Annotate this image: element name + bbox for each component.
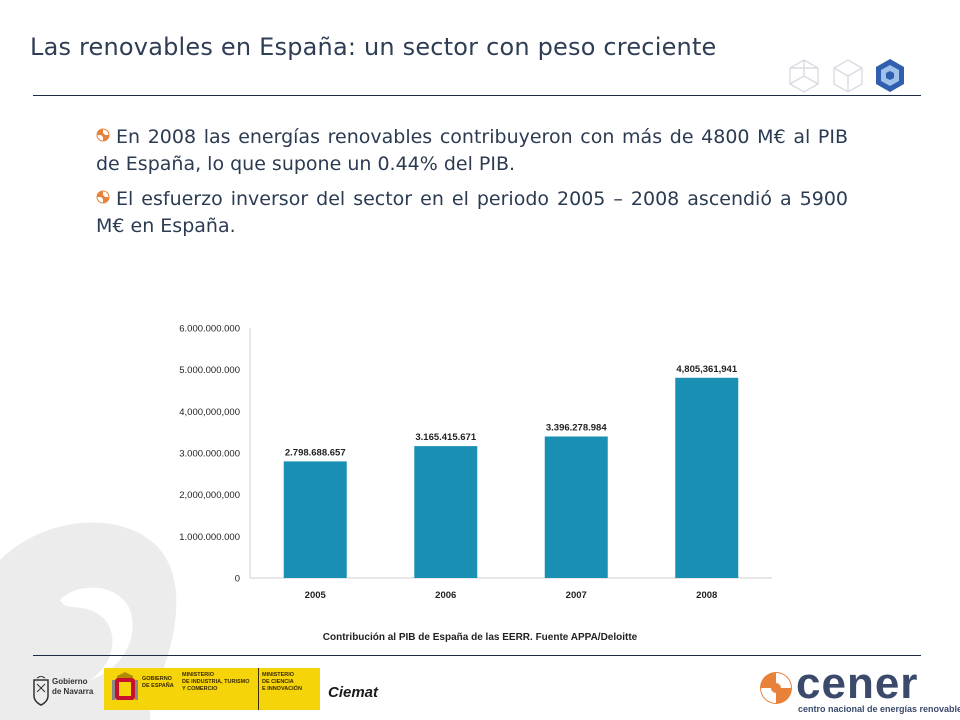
cener-logo-subtitle: centro nacional de energías renovables [798,704,960,714]
bullet-item: En 2008 las energías renovables contribu… [96,124,848,178]
y-tick-label: 0 [235,574,240,585]
ministerio-line: MINISTERIO [262,672,295,678]
bar-value-label: 3.396.278.984 [546,422,607,433]
bullet-text: El esfuerzo inversor del sector en el pe… [96,188,848,237]
cube-icons [789,59,904,93]
orange-swirl-bullet-icon [96,190,110,204]
y-tick-label: 5.000.000.000 [179,365,240,376]
y-tick-label: 6.000.000.000 [179,324,240,335]
ministerio-line: DE CIENCIA [262,679,294,685]
ministerio-ciencia-text: MINISTERIO DE CIENCIA E INNOVACIÓN [262,672,302,693]
navarra-line: Gobierno [52,677,88,686]
navarra-shield-icon [33,676,49,706]
slide-title: Las renovables en España: un sector con … [30,33,717,61]
bar [283,461,347,578]
y-tick-label: 3.000.000.000 [179,449,240,460]
x-tick-label: 2007 [566,590,587,601]
bullet-list: En 2008 las energías renovables contribu… [96,124,848,248]
pib-contribution-bar-chart: 0 1.000.000.000 2,000,000,000 3.000.000.000… [179,324,772,601]
bar [414,446,478,578]
ministerio-line: MINISTERIO [182,672,215,678]
gobierno-line: GOBIERNO [142,676,172,682]
navarra-logo-text: Gobierno de Navarra [52,677,93,697]
cener-swirl-logo-icon [760,672,792,704]
ministerio-line: E INNOVACIÓN [262,686,302,692]
y-tick-label: 2,000,000,000 [179,490,240,501]
bar-value-label: 3.165.415.671 [415,432,476,443]
bar [544,436,608,578]
ministerio-line: DE INDUSTRIA, TURISMO [182,679,250,685]
bullet-item: El esfuerzo inversor del sector en el pe… [96,186,848,240]
x-tick-label: 2008 [696,590,717,601]
bar-value-label: 2.798.688.657 [285,447,346,458]
ciemat-logo: Ciemat [328,684,379,701]
cener-logo-word: cener [796,659,919,708]
spain-coat-of-arms-icon [112,672,138,700]
y-tick-label: 1.000.000.000 [179,532,240,543]
bar [675,377,739,578]
gobierno-espana-logo [104,668,320,710]
x-tick-label: 2005 [305,590,327,601]
ministerio-line: Y COMERCIO [182,686,218,692]
bullet-text: En 2008 las energías renovables contribu… [96,126,848,175]
orange-swirl-bullet-icon [96,128,110,142]
gob-divider [258,668,259,710]
title-divider [33,95,921,96]
navarra-line: de Navarra [52,687,94,696]
x-tick-label: 2006 [435,590,456,601]
bar-value-label: 4,805,361,941 [676,364,737,375]
footer-divider [33,655,921,656]
chart-caption: Contribución al PIB de España de las EER… [322,632,638,643]
y-tick-label: 4,000,000,000 [179,407,240,418]
gobierno-line: DE ESPAÑA [142,683,174,689]
ministerio-industria-text: MINISTERIO DE INDUSTRIA, TURISMO Y COMER… [182,672,250,693]
gobierno-text: GOBIERNO DE ESPAÑA [142,676,174,690]
